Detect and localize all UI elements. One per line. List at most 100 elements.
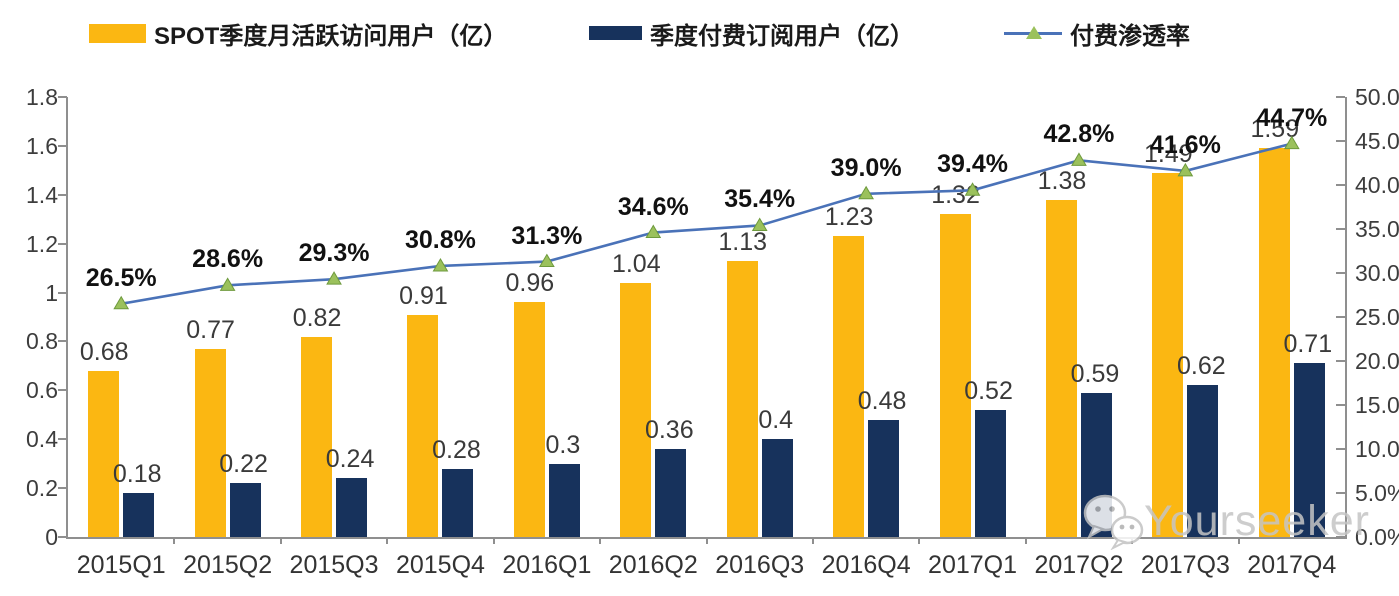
x-axis-label: 2017Q4 <box>1247 551 1337 579</box>
x-axis-label: 2017Q2 <box>1034 551 1124 579</box>
subs-value-label: 0.24 <box>325 445 375 474</box>
mau-value-label: 1.04 <box>611 249 661 278</box>
x-axis-tick <box>705 537 708 544</box>
penetration-value-label: 31.3% <box>511 221 583 250</box>
bar-mau <box>88 370 120 537</box>
bar-mau <box>939 214 971 537</box>
right-axis-label: 10.0% <box>1355 436 1399 462</box>
left-axis-label: 0.2 <box>26 475 58 502</box>
left-axis-tick <box>58 340 67 343</box>
legend-item-mau: SPOT季度月活跃访问用户（亿） <box>89 18 508 50</box>
penetration-value-label: 35.4% <box>724 185 796 214</box>
left-axis-label: 1.2 <box>26 230 58 257</box>
left-axis-label: 1.8 <box>26 84 58 110</box>
left-axis-label: 0 <box>45 524 58 550</box>
x-axis-label: 2017Q3 <box>1140 551 1230 579</box>
right-axis-label: 20.0% <box>1355 348 1399 374</box>
wechat-icon <box>1083 494 1144 550</box>
left-axis-tick <box>58 438 67 441</box>
left-axis-label: 1.6 <box>26 132 58 159</box>
bar-subs <box>442 468 474 537</box>
x-axis-label: 2015Q2 <box>183 551 273 579</box>
right-axis-label: 0.0% <box>1355 524 1399 550</box>
penetration-legend-swatch <box>1004 23 1062 43</box>
x-axis-label: 2015Q4 <box>395 551 485 579</box>
left-axis-label: 1 <box>45 279 58 306</box>
right-axis-tick <box>1336 184 1345 186</box>
x-axis-tick <box>1024 537 1027 544</box>
left-axis-label: 0.8 <box>26 328 58 355</box>
penetration-value-label: 39.4% <box>937 150 1008 179</box>
left-axis-label: 1.4 <box>26 181 58 208</box>
bar-subs <box>974 409 1006 537</box>
left-axis-tick <box>58 193 67 196</box>
legend-item-subs: 季度付费订阅用户（亿） <box>589 18 914 50</box>
right-axis-tick <box>1336 228 1345 230</box>
triangle-marker-icon <box>1026 26 1042 39</box>
bar-subs <box>868 419 900 537</box>
mau-value-label: 0.82 <box>292 303 342 332</box>
bar-subs <box>655 449 687 537</box>
penetration-value-label: 30.8% <box>405 225 476 254</box>
watermark-text: Yourseeker <box>1144 496 1370 545</box>
mau-value-label: 0.77 <box>186 315 235 344</box>
x-axis-label: 2017Q1 <box>928 551 1018 579</box>
chart-legend: SPOT季度月活跃访问用户（亿） 季度付费订阅用户（亿） 付费渗透率 <box>0 18 1399 50</box>
penetration-value-label: 26.5% <box>85 263 157 292</box>
right-axis-label: 45.0% <box>1355 128 1399 154</box>
subs-value-label: 0.28 <box>432 435 481 464</box>
x-axis-tick <box>492 537 495 544</box>
right-axis-label: 35.0% <box>1355 216 1399 242</box>
right-axis-tick <box>1336 272 1345 274</box>
subs-legend-label: 季度付费订阅用户（亿） <box>650 22 914 50</box>
subs-value-label: 0.71 <box>1283 330 1333 359</box>
right-axis-tick <box>1336 404 1345 406</box>
x-axis-tick <box>279 537 282 544</box>
penetration-value-label: 41.6% <box>1149 130 1221 159</box>
x-axis-tick <box>811 537 814 544</box>
mau-value-label: 0.96 <box>505 269 555 298</box>
x-axis-tick <box>386 537 389 544</box>
subs-legend-swatch <box>589 26 642 40</box>
left-axis-tick <box>58 144 67 147</box>
x-axis-label: 2016Q4 <box>821 551 911 579</box>
x-axis-label: 2016Q1 <box>502 551 592 579</box>
penetration-value-label: 34.6% <box>617 192 689 221</box>
watermark: Yourseeker <box>1082 492 1370 550</box>
subs-value-label: 0.62 <box>1177 352 1226 381</box>
mau-value-label: 0.91 <box>399 281 448 310</box>
legend-item-penetration: 付费渗透率 <box>1004 18 1190 50</box>
left-axis-tick <box>58 536 67 538</box>
right-axis-tick <box>1336 536 1345 538</box>
left-axis-tick <box>58 291 67 294</box>
subs-value-label: 0.4 <box>758 406 794 435</box>
right-axis-label: 30.0% <box>1355 260 1399 286</box>
mau-value-label: 1.13 <box>718 227 768 256</box>
subs-value-label: 0.48 <box>857 386 907 415</box>
x-axis-tick <box>918 537 921 544</box>
bar-mau <box>620 282 652 537</box>
penetration-value-label: 42.8% <box>1043 120 1115 149</box>
subs-value-label: 0.3 <box>545 430 581 459</box>
bar-mau <box>726 260 758 537</box>
penetration-value-label: 29.3% <box>298 239 370 268</box>
bar-mau <box>513 302 545 537</box>
x-axis-tick <box>599 537 602 544</box>
bar-subs <box>761 439 793 537</box>
bar-subs <box>336 478 368 537</box>
right-axis-label: 50.0% <box>1355 84 1399 110</box>
mau-legend-label: SPOT季度月活跃访问用户（亿） <box>154 22 508 50</box>
bar-subs <box>229 483 261 537</box>
right-axis-tick <box>1336 316 1345 318</box>
left-axis-tick <box>58 487 67 490</box>
bar-mau <box>407 314 439 537</box>
right-axis-tick <box>1336 360 1345 362</box>
penetration-value-label: 39.0% <box>830 153 902 182</box>
right-axis-tick <box>1336 140 1345 142</box>
subs-value-label: 0.22 <box>219 450 268 479</box>
bar-mau <box>301 336 333 537</box>
right-axis-label: 5.0% <box>1355 480 1399 506</box>
right-axis-tick <box>1336 96 1345 98</box>
right-axis-tick <box>1336 492 1345 494</box>
